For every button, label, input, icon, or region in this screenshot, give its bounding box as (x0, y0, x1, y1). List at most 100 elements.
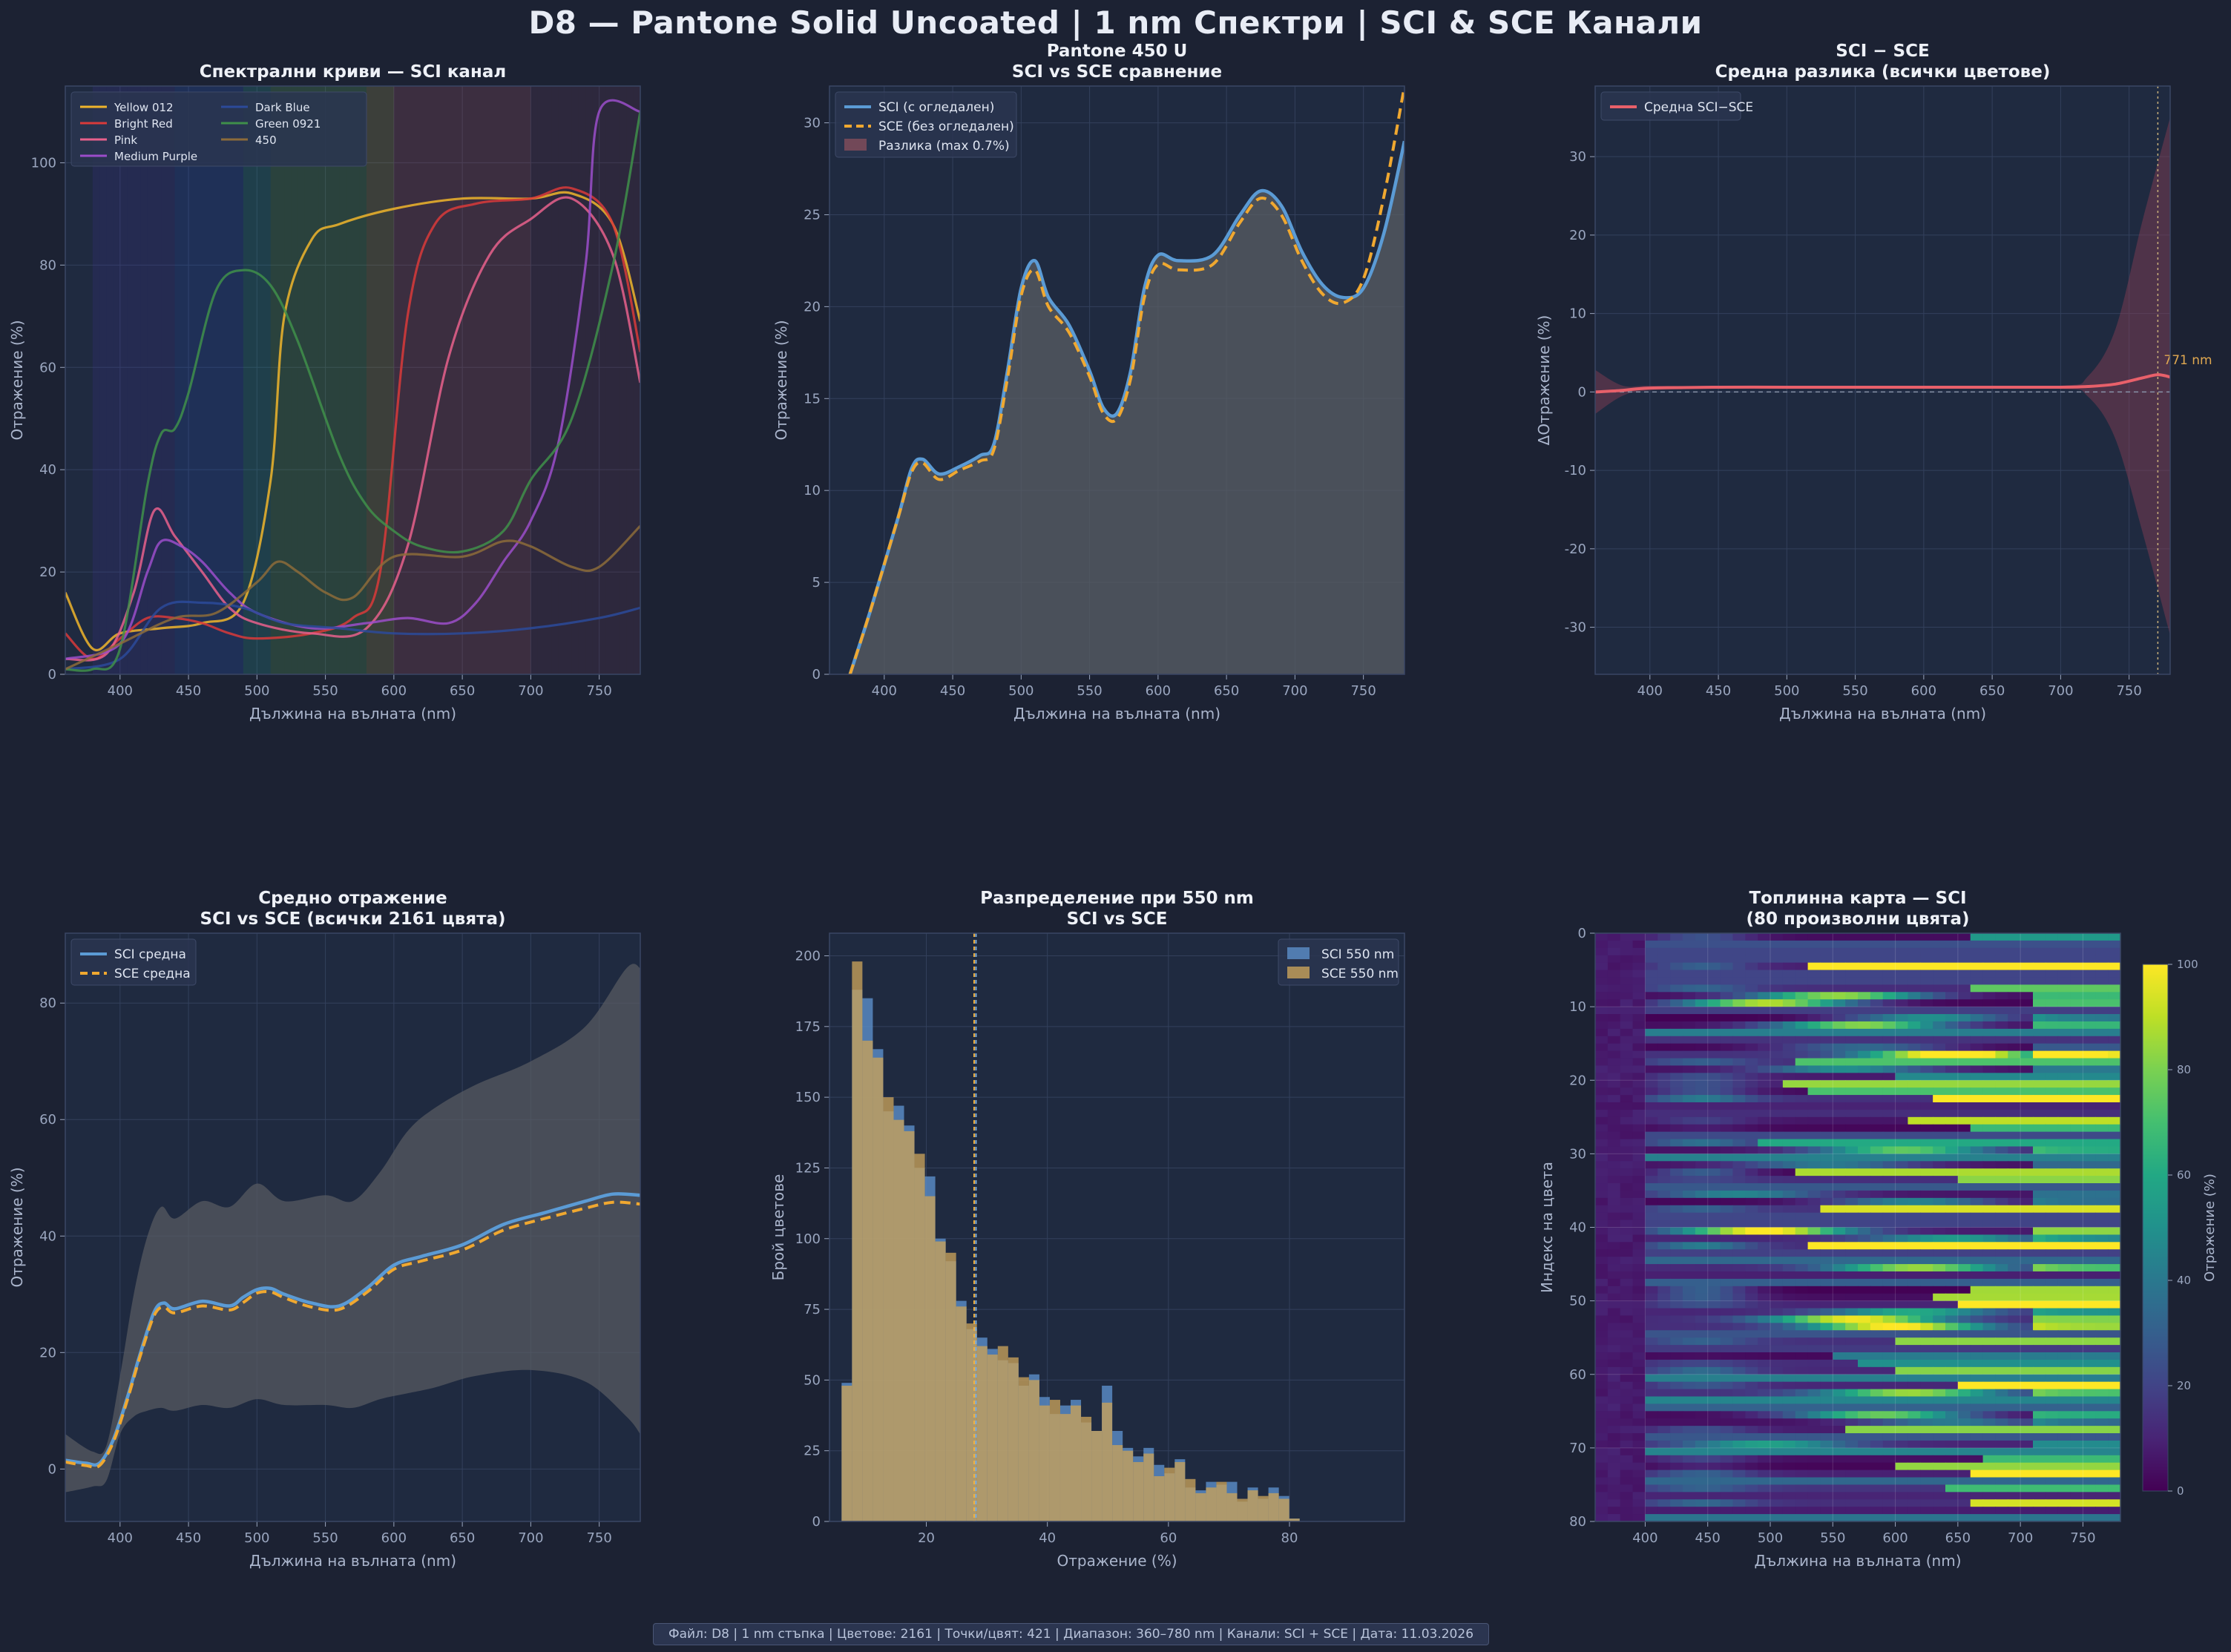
heatmap-cell (2033, 1234, 2046, 1243)
heatmap-cell (1870, 1043, 1884, 1052)
spectrum-band (92, 86, 100, 674)
heatmap-cell (1933, 1109, 1946, 1118)
heatmap-cell (1770, 1197, 1784, 1206)
heatmap-cell (1845, 1212, 1859, 1221)
heatmap-cell (1882, 999, 1896, 1007)
heatmap-cell (1957, 1403, 1971, 1412)
heatmap-cell (1695, 1242, 1709, 1250)
heatmap-cell (1882, 1308, 1896, 1317)
heatmap-cell (1720, 1447, 1734, 1456)
heatmap-cell (1607, 1116, 1621, 1125)
heatmap-cell (2057, 1507, 2071, 1515)
heatmap-cell (1995, 1058, 2008, 1067)
heatmap-cell (1882, 1455, 1896, 1464)
heatmap-cell (1670, 1492, 1683, 1500)
spectrum-band (605, 86, 614, 674)
heatmap-cell (1645, 1507, 1658, 1515)
y-axis-label: Отражение (%) (8, 320, 26, 440)
heatmap-cell (1745, 1426, 1758, 1434)
heatmap-cell (1870, 1102, 1884, 1110)
heatmap-cell (1695, 1507, 1709, 1515)
heatmap-cell (1632, 1205, 1646, 1214)
heatmap-cell (1683, 1366, 1696, 1375)
heatmap-cell (1720, 1323, 1734, 1331)
heatmap-cell (1833, 1176, 1846, 1184)
heatmap-cell (1845, 1345, 1859, 1353)
x-tick-label: 500 (244, 1530, 269, 1546)
heatmap-cell (1795, 955, 1809, 964)
heatmap-cell (2020, 1205, 2034, 1214)
heatmap-cell (1933, 1176, 1946, 1184)
x-axis-label: Дължина на вълната (nm) (249, 705, 456, 723)
heatmap-cell (1833, 1278, 1846, 1287)
y-tick-label: 20 (1569, 228, 1586, 243)
heatmap-cell (2020, 1492, 2034, 1500)
heatmap-cell (1858, 970, 1871, 978)
heatmap-cell (1807, 1014, 1821, 1022)
heatmap-cells (1595, 933, 2121, 1522)
heatmap-cell (1607, 1492, 1621, 1500)
heatmap-cell (1720, 1050, 1734, 1059)
heatmap-cell (2083, 1043, 2096, 1052)
heatmap-cell (1695, 1124, 1709, 1133)
heatmap-cell (1758, 1080, 1771, 1088)
heatmap-cell (1807, 947, 1821, 956)
heatmap-cell (1908, 933, 1921, 941)
heatmap-cell (1782, 1403, 1796, 1412)
heatmap-cell (1695, 1043, 1709, 1052)
heatmap-cell (1833, 1168, 1846, 1177)
heatmap-cell (1745, 1403, 1758, 1412)
heatmap-cell (1895, 977, 1909, 985)
heatmap-cell (1670, 1418, 1683, 1426)
heatmap-cell (1933, 1073, 1946, 1081)
heatmap-cell (1945, 1220, 1959, 1228)
heatmap-cell (1833, 1021, 1846, 1030)
x-tick-label: 400 (108, 683, 133, 699)
heatmap-cell (1908, 1234, 1921, 1243)
heatmap-cell (2045, 947, 2059, 956)
heatmap-cell (1645, 1396, 1658, 1404)
heatmap-cell (1945, 1043, 1959, 1052)
heatmap-cell (2070, 1477, 2084, 1486)
heatmap-cell (1820, 1337, 1833, 1346)
spectrum-band (208, 86, 217, 674)
heatmap-cell (1620, 1190, 1634, 1199)
heatmap-cell (1945, 1161, 1959, 1169)
heatmap-cell (1645, 1359, 1658, 1368)
heatmap-cell (1920, 1411, 1933, 1419)
heatmap-cell (1758, 992, 1771, 1000)
heatmap-cell (1782, 1161, 1796, 1169)
heatmap-cell (1920, 1073, 1933, 1081)
heatmap-cell (2008, 1050, 2021, 1059)
heatmap-cell (1707, 1014, 1721, 1022)
heatmap-cell (1933, 1499, 1946, 1507)
heatmap-cell (1782, 1293, 1796, 1302)
heatmap-cell (2033, 1264, 2046, 1272)
heatmap-cell (2108, 1205, 2121, 1214)
heatmap-cell (2045, 977, 2059, 985)
heatmap-cell (1745, 1073, 1758, 1081)
heatmap-cell (1670, 1058, 1683, 1067)
chart-title: (80 произволни цвята) (1746, 909, 1969, 929)
heatmap-cell (1833, 1139, 1846, 1148)
heatmap-cell (2008, 1131, 2021, 1140)
heatmap-cell (1782, 1389, 1796, 1398)
x-tick-label: 450 (1695, 1530, 1721, 1546)
heatmap-cell (1833, 1396, 1846, 1404)
heatmap-cell (1670, 1007, 1683, 1015)
heatmap-cell (1982, 1455, 1997, 1464)
heatmap-cell (1945, 1014, 1959, 1022)
heatmap-cell (1758, 1190, 1771, 1199)
heatmap-cell (1920, 1293, 1933, 1302)
heatmap-cell (1758, 1249, 1771, 1257)
heatmap-cell (1657, 1308, 1671, 1317)
heatmap-cell (1982, 1366, 1997, 1375)
heatmap-cell (1895, 947, 1909, 956)
heatmap-cell (1732, 1323, 1746, 1331)
heatmap-cell (1895, 1264, 1909, 1272)
heatmap-cell (1970, 984, 1984, 993)
heatmap-cell (1732, 1352, 1746, 1360)
heatmap-cell (1895, 1007, 1909, 1015)
heatmap-cell (2070, 1366, 2084, 1375)
heatmap-cell (1795, 1043, 1809, 1052)
